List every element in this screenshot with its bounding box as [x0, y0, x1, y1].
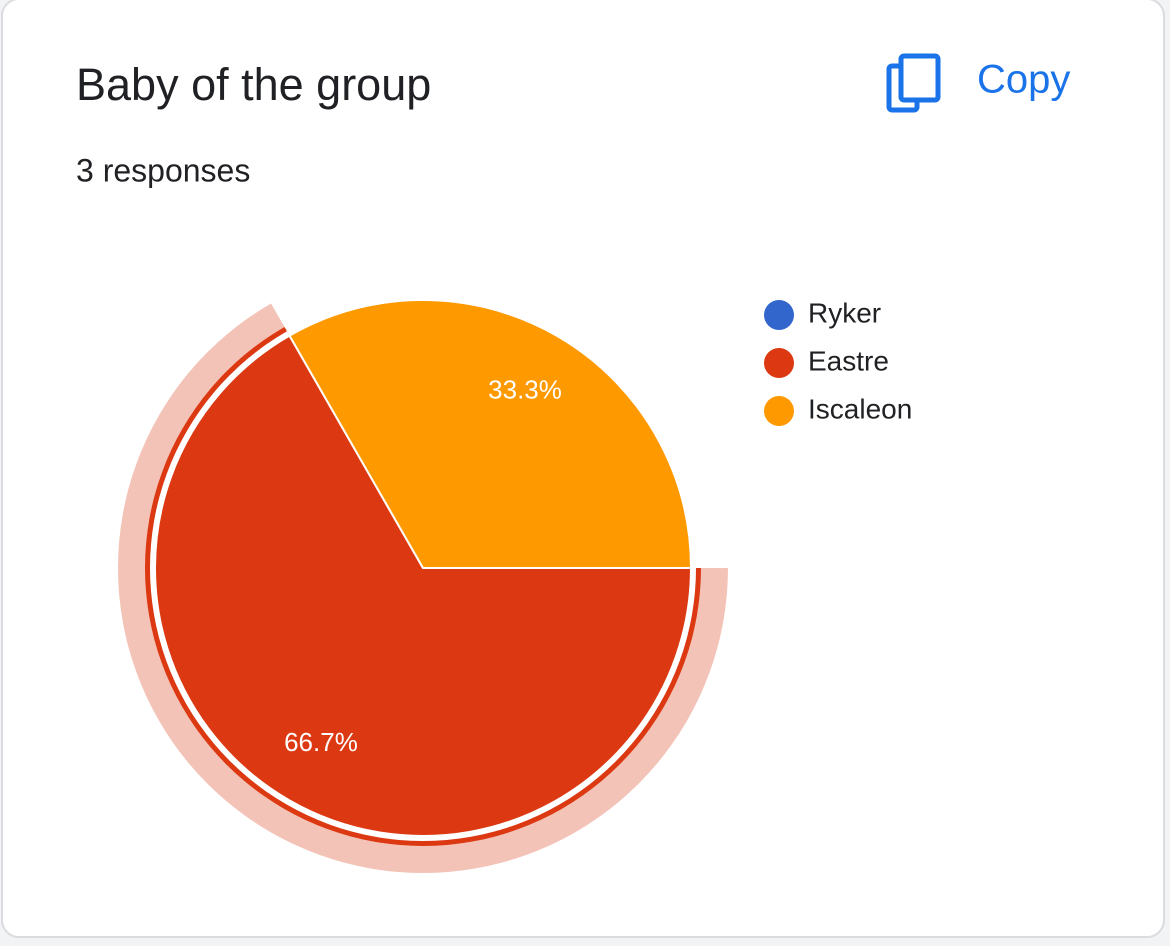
copy-label[interactable]: Copy: [977, 58, 1070, 102]
pie: 66.7% 33.3%: [117, 299, 728, 873]
legend-label: Iscaleon: [808, 393, 912, 424]
copy-button[interactable]: Copy: [886, 53, 1070, 113]
pie-slice: [288, 299, 693, 569]
legend: Ryker Eastre Iscaleon: [764, 297, 912, 426]
copy-icon-front: [898, 53, 941, 103]
legend-swatch: [764, 348, 794, 378]
slice-label: 66.7%: [284, 727, 358, 757]
legend-swatch: [764, 396, 794, 426]
legend-swatch: [764, 300, 794, 330]
card-title: Baby of the group: [76, 59, 431, 110]
pie-slice: [154, 334, 693, 837]
response-count: 3 responses: [76, 152, 250, 188]
slice-label: 33.3%: [488, 375, 562, 405]
legend-label: Ryker: [808, 297, 881, 328]
legend-label: Eastre: [808, 345, 889, 376]
